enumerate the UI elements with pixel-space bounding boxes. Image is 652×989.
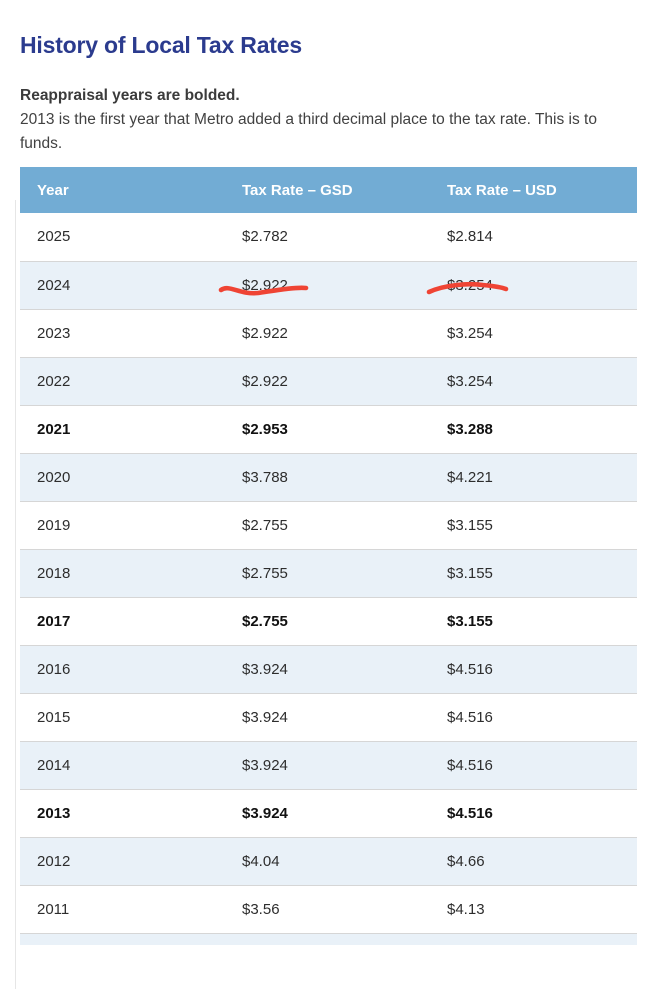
cell-tax-rate-gsd: $2.755 (225, 596, 430, 645)
cell-tax-rate-usd: $4.13 (430, 884, 637, 933)
tax-table-wrap: Year Tax Rate – GSD Tax Rate – USD 2025 … (20, 167, 637, 945)
cell-year: 2018 (20, 548, 225, 597)
cell-year: 2012 (20, 836, 225, 885)
cell-year: 2016 (20, 644, 225, 693)
cell-tax-rate-gsd: $2.782 (242, 228, 288, 246)
cell-tax-rate-usd: $4.66 (430, 836, 637, 885)
cell-year: 2015 (20, 692, 225, 741)
table-row: 2011 $3.56 $4.13 (20, 884, 637, 933)
table-row: 2025 $2.782 $2.814 (20, 213, 637, 261)
table-row: 2023 $2.922 $3.254 (20, 308, 637, 357)
table-row: 2022 $2.922 $3.254 (20, 356, 637, 405)
cell-tax-rate-gsd: $3.924 (225, 644, 430, 693)
intro-paragraph-line-2: funds. (20, 135, 63, 152)
table-row: 2013 $3.924 $4.516 (20, 788, 637, 837)
cell-tax-rate-gsd: $2.953 (225, 404, 430, 453)
cell-tax-rate-gsd: $3.924 (225, 692, 430, 741)
cell-tax-rate-usd: $3.155 (430, 500, 637, 549)
cell-tax-rate-usd: $4.221 (430, 452, 637, 501)
cell-tax-rate-gsd: $3.924 (225, 788, 430, 837)
column-header-gsd: Tax Rate – GSD (225, 167, 430, 213)
cell-year: 2025 (37, 228, 71, 246)
table-row: 2015 $3.924 $4.516 (20, 692, 637, 741)
partial-next-row (20, 933, 637, 945)
table-row: 2019 $2.755 $3.155 (20, 500, 637, 549)
cell-tax-rate-usd: $3.254 (430, 260, 637, 309)
cell-tax-rate-usd: $4.516 (430, 644, 637, 693)
cell-tax-rate-usd: $3.288 (430, 404, 637, 453)
cell-year: 2021 (20, 404, 225, 453)
intro-paragraph-line-1: 2013 is the first year that Metro added … (20, 111, 597, 128)
cell-year: 2013 (20, 788, 225, 837)
cell-tax-rate-gsd: $2.922 (225, 260, 430, 309)
table-row: 2020 $3.788 $4.221 (20, 452, 637, 501)
table-row: 2016 $3.924 $4.516 (20, 644, 637, 693)
tax-table-header: Year Tax Rate – GSD Tax Rate – USD (20, 167, 637, 213)
cell-tax-rate-gsd: $2.922 (225, 356, 430, 405)
table-row: 2017 $2.755 $3.155 (20, 596, 637, 645)
cell-year: 2017 (20, 596, 225, 645)
table-row: 2014 $3.924 $4.516 (20, 740, 637, 789)
cell-tax-rate-gsd: $3.788 (225, 452, 430, 501)
cell-year: 2023 (20, 308, 225, 357)
intro-bold-line: Reappraisal years are bolded. (20, 87, 240, 104)
cell-year: 2014 (20, 740, 225, 789)
column-header-year: Year (20, 167, 225, 213)
left-divider-line (15, 200, 16, 989)
cell-tax-rate-usd: $4.516 (430, 692, 637, 741)
tax-rates-table: Year Tax Rate – GSD Tax Rate – USD 2025 … (20, 167, 637, 933)
cell-tax-rate-usd: $3.254 (430, 356, 637, 405)
cell-tax-rate-gsd: $2.755 (225, 500, 430, 549)
cell-year: 2022 (20, 356, 225, 405)
header-row: Year Tax Rate – GSD Tax Rate – USD (20, 167, 637, 213)
cell-tax-rate-gsd: $3.56 (225, 884, 430, 933)
cell-tax-rate-gsd: $3.924 (225, 740, 430, 789)
page-title: History of Local Tax Rates (20, 32, 302, 58)
cell-year: 2024 (20, 260, 225, 309)
cell-tax-rate-usd: $3.155 (430, 548, 637, 597)
cell-year: 2019 (20, 500, 225, 549)
table-row: 2021 $2.953 $3.288 (20, 404, 637, 453)
intro-text-block: Reappraisal years are bolded. 2013 is th… (20, 84, 652, 156)
cell-tax-rate-gsd: $2.922 (225, 308, 430, 357)
cell-year: 2011 (20, 884, 225, 933)
table-row: 2024 $2.922 $3.254 (20, 260, 637, 309)
cell-tax-rate-usd: $3.155 (430, 596, 637, 645)
tax-table-body: 2025 $2.782 $2.814 2024 $2.922 $3.254 20… (20, 213, 637, 933)
cell-tax-rate-usd: $3.254 (430, 308, 637, 357)
cell-tax-rate-gsd: $4.04 (225, 836, 430, 885)
cell-tax-rate-gsd: $2.755 (225, 548, 430, 597)
cell-year: 2020 (20, 452, 225, 501)
cell-tax-rate-usd: $2.814 (447, 228, 493, 246)
cell-tax-rate-usd: $4.516 (430, 788, 637, 837)
tax-rates-page: History of Local Tax Rates Reappraisal y… (0, 33, 652, 989)
cell-tax-rate-usd: $4.516 (430, 740, 637, 789)
table-row: 2012 $4.04 $4.66 (20, 836, 637, 885)
column-header-usd: Tax Rate – USD (430, 167, 637, 213)
table-row: 2018 $2.755 $3.155 (20, 548, 637, 597)
